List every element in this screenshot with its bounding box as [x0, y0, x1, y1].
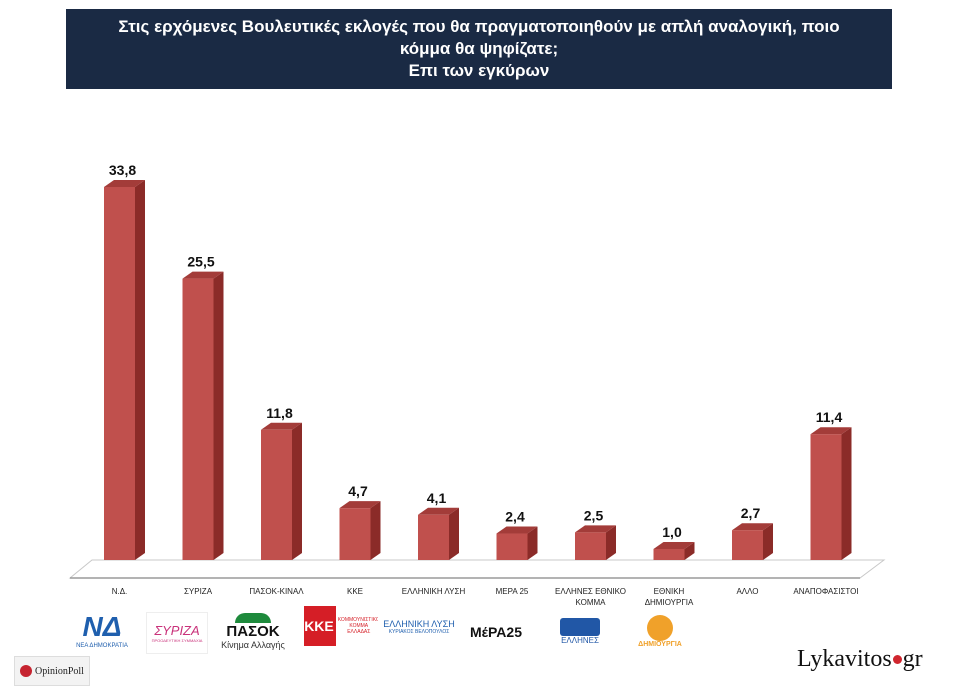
- bar-top: [418, 507, 459, 515]
- logo-elliniki-lysi: ΕΛΛΗΝΙΚΗ ΛΥΣΗ ΚΥΡΙΑΚΟΣ ΒΕΛΟΠΟΥΛΟΣ: [382, 604, 456, 650]
- bar-side: [684, 541, 695, 560]
- logo-pasok-sun: [235, 612, 271, 623]
- logo-syriza-caption: ΠΡΟΟΔΕΥΤΙΚΗ ΣΥΜΜΑΧΙΑ: [151, 638, 203, 643]
- bar: [496, 533, 528, 560]
- category-label: ΣΥΡΙΖΑ: [184, 587, 213, 596]
- data-label: 25,5: [187, 254, 214, 270]
- category-label: Ν.Δ.: [112, 587, 128, 596]
- bar: [732, 530, 763, 560]
- logo-mera25: ΜέΡΑ25: [466, 612, 526, 652]
- bar-side: [841, 427, 852, 560]
- logo-ellines: ΕΛΛΗΝΕΣ: [546, 612, 614, 650]
- chart-title: Στις ερχόμενες Βουλευτικές εκλογές που θ…: [66, 9, 892, 89]
- bar: [575, 532, 606, 560]
- category-label: ΜΕΡΑ 25: [496, 587, 529, 596]
- bar-side: [606, 525, 616, 560]
- data-label: 11,8: [266, 405, 293, 421]
- logo-kke-mark: ΚΚΕ: [304, 606, 336, 646]
- bar-side: [370, 501, 381, 560]
- logo-nd: ΝΔ ΝΕΑ ΔΗΜΟΚΡΑΤΙΑ: [74, 606, 130, 654]
- bar: [810, 434, 842, 560]
- data-label: 11,4: [816, 409, 843, 425]
- data-label: 4,1: [427, 490, 447, 506]
- logo-nd-mark: ΝΔ: [82, 611, 122, 642]
- bar: [653, 548, 685, 560]
- logo-pasok-caption: Κίνημα Αλλαγής: [221, 639, 285, 650]
- data-label: 2,4: [505, 509, 525, 525]
- category-label: ΚΚΕ: [347, 587, 363, 596]
- bar-side: [449, 507, 459, 560]
- logo-ellines-mark: ΕΛΛΗΝΕΣ: [561, 635, 599, 645]
- opinion-poll-dot-icon: [20, 665, 33, 677]
- bar: [261, 429, 292, 560]
- title-line-2: κόμμα θα ψηφίζατε;: [399, 39, 559, 58]
- logo-nd-caption: ΝΕΑ ΔΗΜΟΚΡΑΤΙΑ: [76, 643, 128, 649]
- data-label: 2,5: [584, 507, 604, 523]
- bar-side: [135, 180, 145, 560]
- brand-left: Lykavitos: [797, 646, 892, 672]
- logo-kke-caption: ΚΟΜΜΟΥΝΙΣΤΙΚΟ ΚΟΜΜΑ ΕΛΛΑΔΑΣ: [337, 617, 378, 635]
- category-label: ΑΛΛΟ: [736, 587, 758, 596]
- opinion-poll-label: OpinionPoll: [35, 665, 84, 677]
- bar: [104, 187, 135, 560]
- category-label: ΕΘΝΙΚΗ: [654, 587, 685, 596]
- bar-top: [182, 271, 224, 279]
- brand-right: gr: [902, 646, 923, 672]
- data-label: 2,7: [741, 505, 761, 521]
- logo-mera25-mark: ΜέΡΑ25: [470, 624, 522, 640]
- logo-ethniki-dimiourgia-emblem: [647, 614, 673, 641]
- bar-side: [763, 523, 773, 560]
- logo-elliniki-lysi-caption: ΚΥΡΙΑΚΟΣ ΒΕΛΟΠΟΥΛΟΣ: [388, 629, 450, 635]
- bar-side: [213, 271, 224, 560]
- chart-floor: [68, 559, 886, 579]
- bar-top: [575, 525, 616, 533]
- category-label: ΕΛΛΗΝΕΣ ΕΘΝΙΚΟ: [555, 587, 626, 596]
- logo-opinion-poll: OpinionPoll: [14, 656, 90, 686]
- bar: [418, 514, 449, 560]
- logo-syriza-mark: ΣΥΡΙΖΑ: [154, 623, 200, 638]
- bar-side: [292, 422, 302, 560]
- bar-top: [732, 523, 773, 531]
- logo-ethniki-dimiourgia: ΔΗΜΙΟΥΡΓΙΑ: [628, 608, 692, 654]
- bar-top: [261, 422, 302, 430]
- logo-ellines-emblem: [560, 617, 600, 636]
- logo-ethniki-dimiourgia-mark: ΔΗΜΙΟΥΡΓΙΑ: [638, 640, 682, 648]
- bar-side: [527, 526, 538, 560]
- data-label: 33,8: [109, 162, 136, 178]
- data-label: 4,7: [348, 483, 368, 499]
- category-label: ΚΟΜΜΑ: [576, 598, 607, 607]
- bar: [339, 508, 371, 560]
- logo-kke: ΚΚΕ ΚΟΜΜΟΥΝΙΣΤΙΚΟ ΚΟΜΜΑ ΕΛΛΑΔΑΣ: [304, 604, 378, 648]
- bar-top: [653, 541, 695, 549]
- data-label: 1,0: [662, 524, 682, 540]
- logo-pasok-mark: ΠΑΣΟΚ: [226, 622, 280, 640]
- bar-top: [496, 526, 538, 534]
- logo-elliniki-lysi-mark: ΕΛΛΗΝΙΚΗ ΛΥΣΗ: [383, 619, 455, 629]
- brand-lykavitos: Lykavitos gr: [797, 646, 923, 673]
- bar-top: [339, 501, 381, 509]
- category-label: ΑΝΑΠΟΦΑΣΙΣΤΟΙ: [793, 587, 858, 596]
- category-label: ΕΛΛΗΝΙΚΗ ΛΥΣΗ: [402, 587, 466, 596]
- category-label: ΔΗΜΙΟΥΡΓΙΑ: [645, 598, 694, 607]
- title-line-3: Επι των εγκύρων: [408, 61, 550, 80]
- bar-top: [810, 427, 852, 435]
- logo-syriza: ΣΥΡΙΖΑ ΠΡΟΟΔΕΥΤΙΚΗ ΣΥΜΜΑΧΙΑ: [146, 612, 208, 654]
- bar-top: [104, 180, 145, 187]
- brand-dot-icon: [892, 655, 902, 664]
- title-line-1: Στις ερχόμενες Βουλευτικές εκλογές που θ…: [118, 17, 840, 36]
- logo-pasok: ΠΑΣΟΚ Κίνημα Αλλαγής: [216, 608, 290, 654]
- bar: [182, 278, 214, 560]
- category-label: ΠΑΣΟΚ-ΚΙΝΑΛ: [249, 587, 304, 596]
